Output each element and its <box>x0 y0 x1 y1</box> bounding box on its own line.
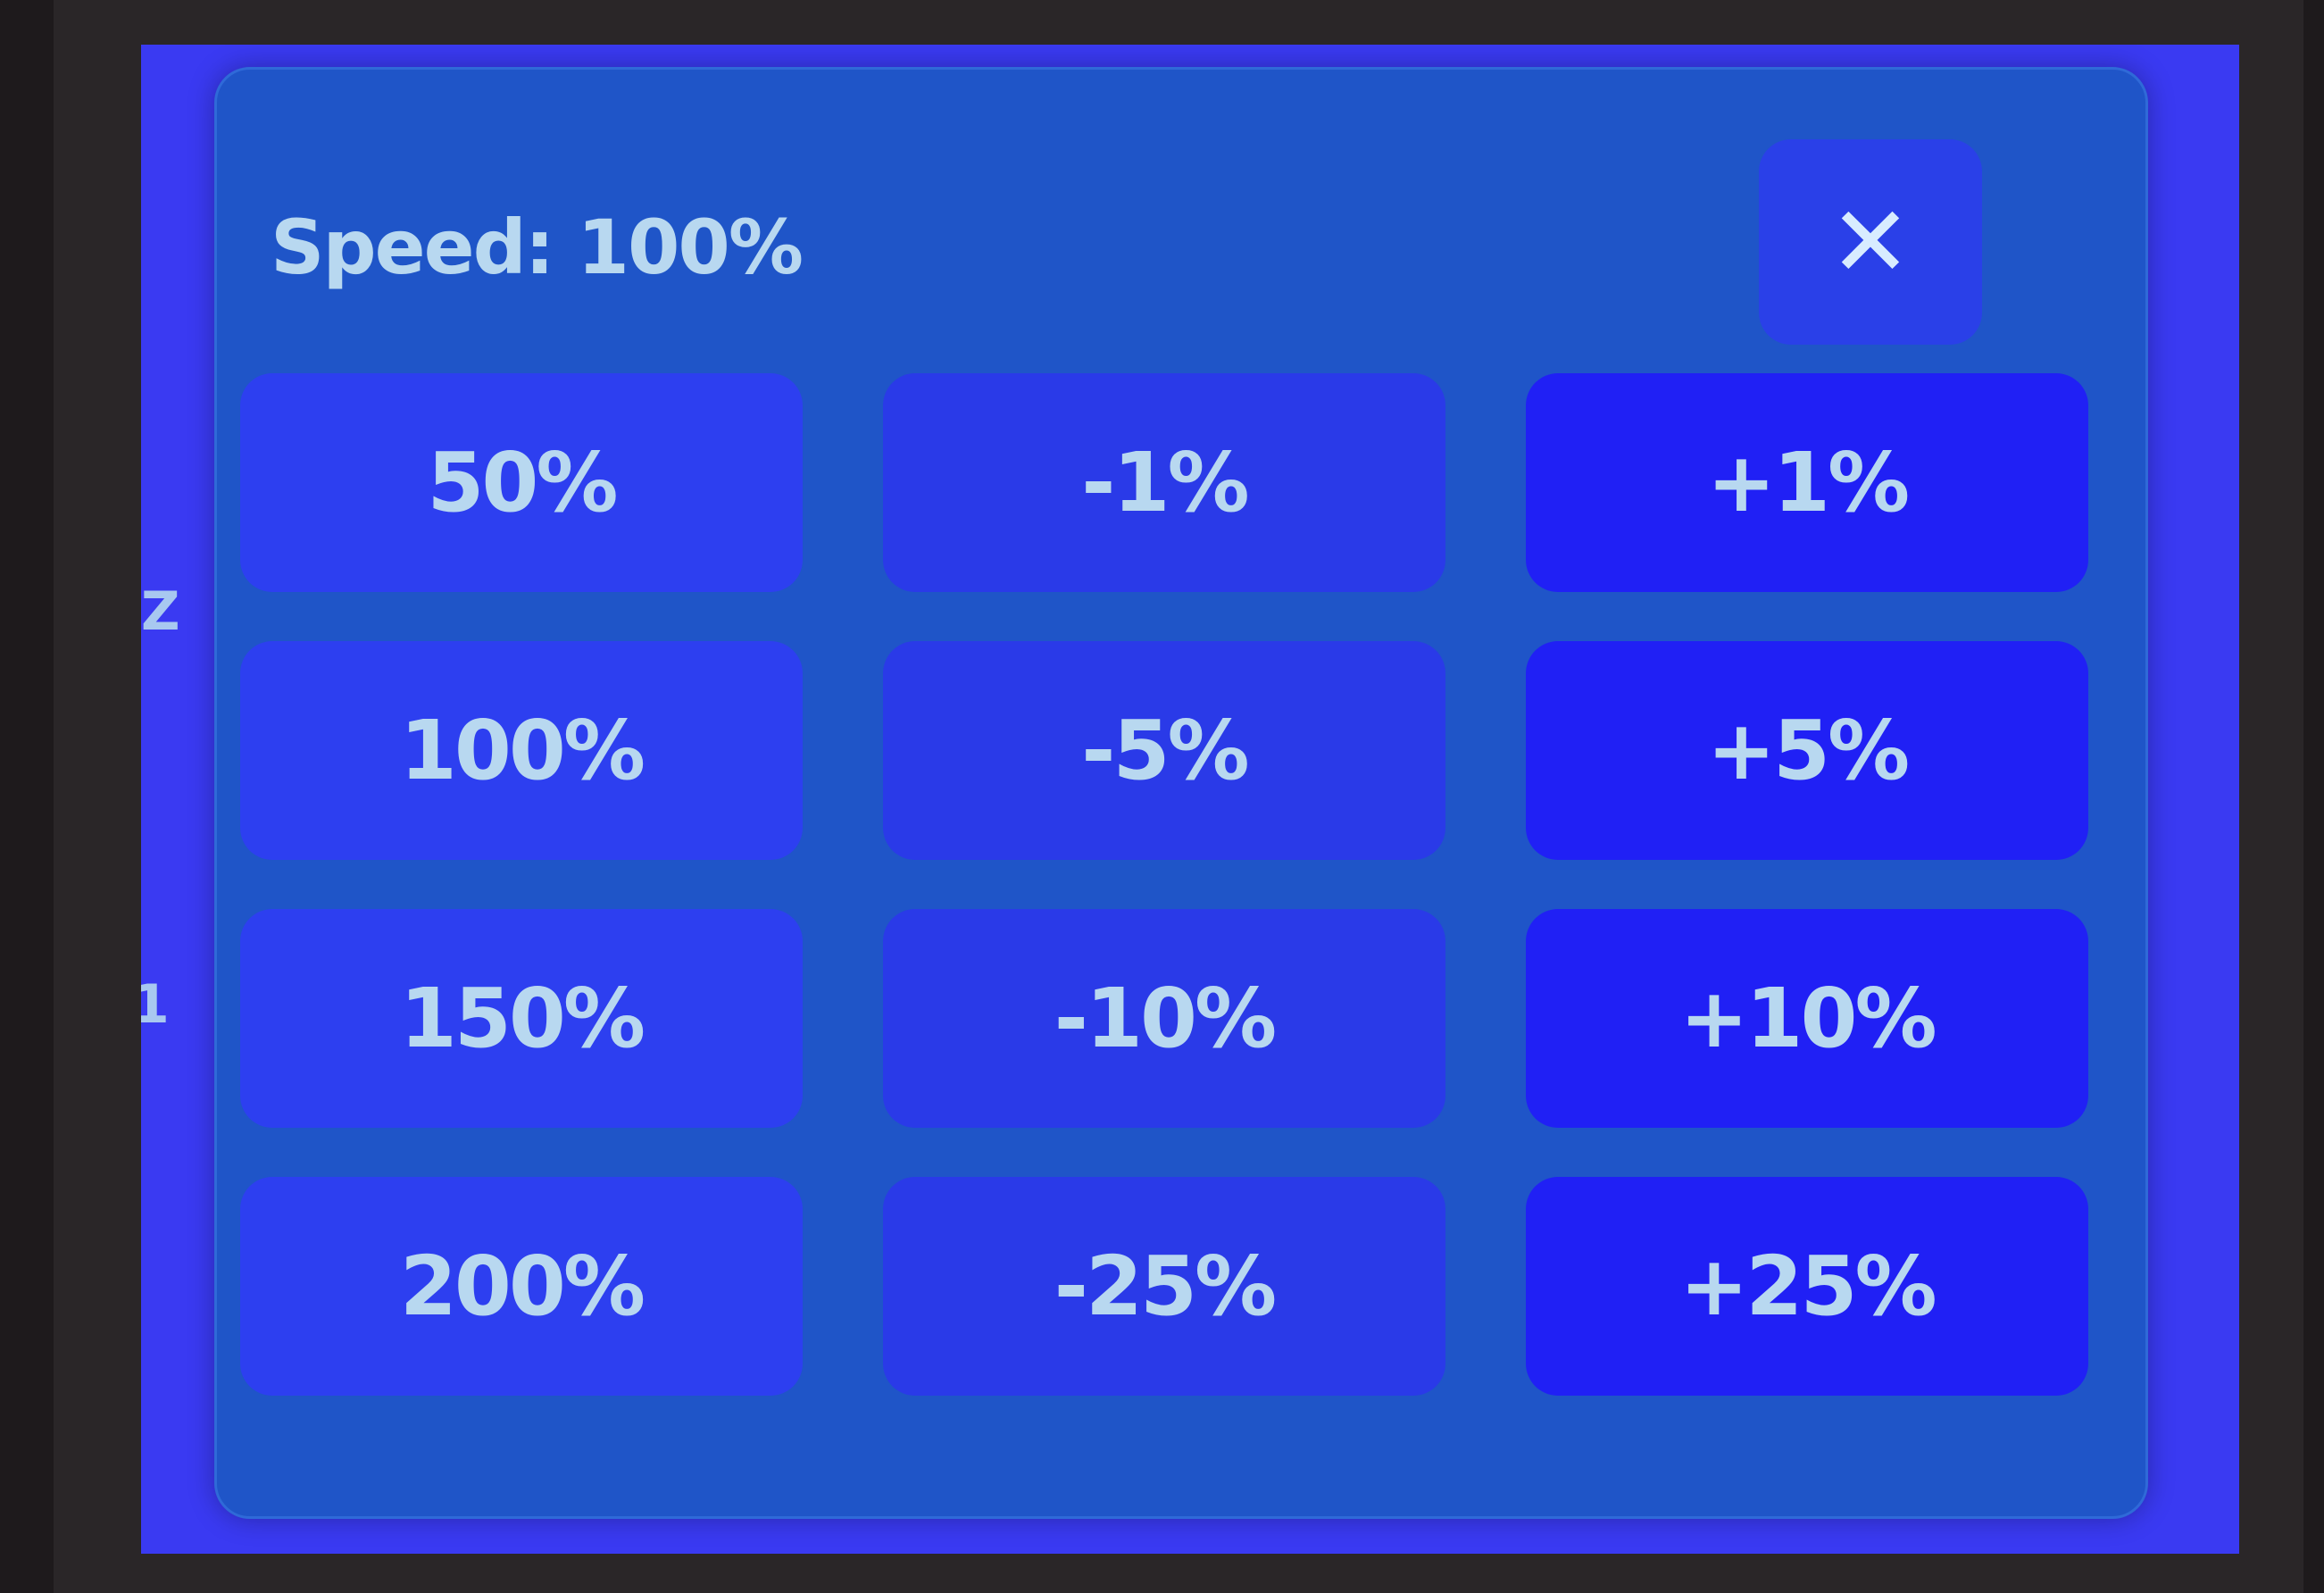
speed-minus-1-button[interactable]: -1% <box>883 373 1445 592</box>
screen: Z 1 M Speed: 100% ✕ 50% -1% +1% 100% -5%… <box>141 45 2239 1554</box>
dialog-title: Speed: 100% <box>271 204 804 291</box>
speed-50-button[interactable]: 50% <box>240 373 803 592</box>
speed-dialog: Speed: 100% ✕ 50% -1% +1% 100% -5% +5% 1… <box>214 67 2148 1519</box>
close-button[interactable]: ✕ <box>1759 139 1982 345</box>
speed-plus-5-button[interactable]: +5% <box>1526 641 2088 860</box>
speed-100-button[interactable]: 100% <box>240 641 803 860</box>
speed-minus-10-button[interactable]: -10% <box>883 909 1445 1128</box>
speed-plus-10-button[interactable]: +10% <box>1526 909 2088 1128</box>
speed-150-button[interactable]: 150% <box>240 909 803 1128</box>
speed-minus-25-button[interactable]: -25% <box>883 1177 1445 1396</box>
speed-plus-25-button[interactable]: +25% <box>1526 1177 2088 1396</box>
speed-plus-1-button[interactable]: +1% <box>1526 373 2088 592</box>
background-label: 1 <box>141 973 170 1036</box>
speed-minus-5-button[interactable]: -5% <box>883 641 1445 860</box>
x-icon: ✕ <box>1828 185 1912 299</box>
background-label: Z <box>141 580 180 643</box>
speed-200-button[interactable]: 200% <box>240 1177 803 1396</box>
speed-button-grid: 50% -1% +1% 100% -5% +5% 150% -10% +10% … <box>240 373 2088 1396</box>
